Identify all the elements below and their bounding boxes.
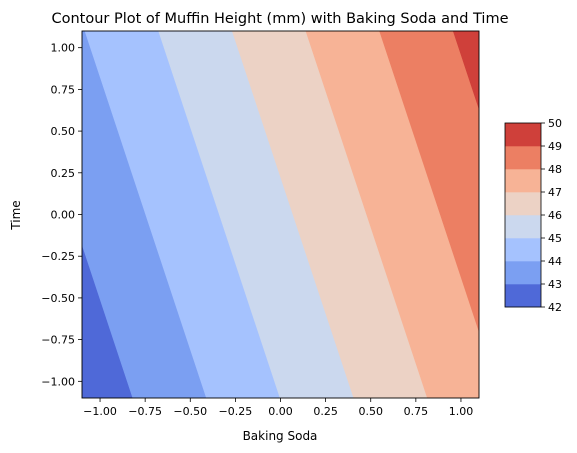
y-tick-label: 0.50: [51, 125, 76, 138]
y-axis-label: Time: [9, 200, 23, 230]
colorbar-tick-label: 45: [548, 232, 562, 245]
colorbar-segment: [505, 123, 541, 147]
colorbar-tick-label: 47: [548, 186, 562, 199]
y-tick-label: 0.75: [51, 83, 76, 96]
colorbar-tick-label: 48: [548, 163, 562, 176]
x-tick-label: 0.25: [313, 405, 338, 418]
y-tick-label: −0.75: [41, 334, 75, 347]
colorbar-tick-label: 42: [548, 301, 562, 314]
y-tick-label: 0.00: [51, 209, 76, 222]
colorbar-tick-label: 44: [548, 255, 562, 268]
x-tick-label: 0.75: [404, 405, 429, 418]
x-tick-label: −0.75: [128, 405, 162, 418]
colorbar-tick-label: 50: [548, 117, 562, 130]
colorbar-tick-label: 46: [548, 209, 562, 222]
contour-band-48-49: [379, 31, 479, 333]
colorbar-segment: [505, 146, 541, 170]
y-tick-label: 0.25: [51, 167, 76, 180]
colorbar-segment: [505, 284, 541, 308]
x-tick-label: 0.50: [358, 405, 383, 418]
chart-title: Contour Plot of Muffin Height (mm) with …: [51, 11, 508, 27]
colorbar-segment: [505, 215, 541, 239]
y-axis-ticks: −1.00 −0.75 −0.50 −0.25 0.00 0.25 0.50 0.75 1.00: [41, 42, 82, 388]
y-tick-label: 1.00: [51, 42, 76, 55]
x-axis-label: Baking Soda: [243, 429, 318, 443]
x-tick-label: 0.00: [268, 405, 293, 418]
x-tick-label: −0.25: [219, 405, 253, 418]
y-tick-label: −1.00: [41, 375, 75, 388]
colorbar-segment: [505, 261, 541, 285]
contour-band-44-45: [84, 31, 281, 398]
contour-band-49-50: [452, 31, 479, 110]
colorbar-segment: [505, 192, 541, 216]
x-tick-label: −0.50: [173, 405, 207, 418]
colorbar-tick-label: 49: [548, 140, 562, 153]
y-tick-label: −0.50: [41, 292, 75, 305]
colorbar-tick-label: 43: [548, 278, 562, 291]
x-tick-label: −1.00: [83, 405, 117, 418]
contour-band-46-47: [231, 31, 428, 398]
x-tick-label: 1.00: [449, 405, 474, 418]
y-tick-label: −0.25: [41, 250, 75, 263]
x-axis-ticks: −1.00 −0.75 −0.50 −0.25 0.00 0.25 0.50 0.75 1.00: [83, 398, 473, 418]
colorbar-segment: [505, 238, 541, 262]
colorbar-segment: [505, 169, 541, 193]
contour-band-43-44: [82, 31, 207, 398]
contour-bands: [82, 31, 479, 398]
colorbar: 42 43 44 45 46 47 48 49 50: [504, 117, 562, 314]
contour-band-47-48: [305, 31, 479, 398]
contour-band-45-46: [158, 31, 355, 398]
